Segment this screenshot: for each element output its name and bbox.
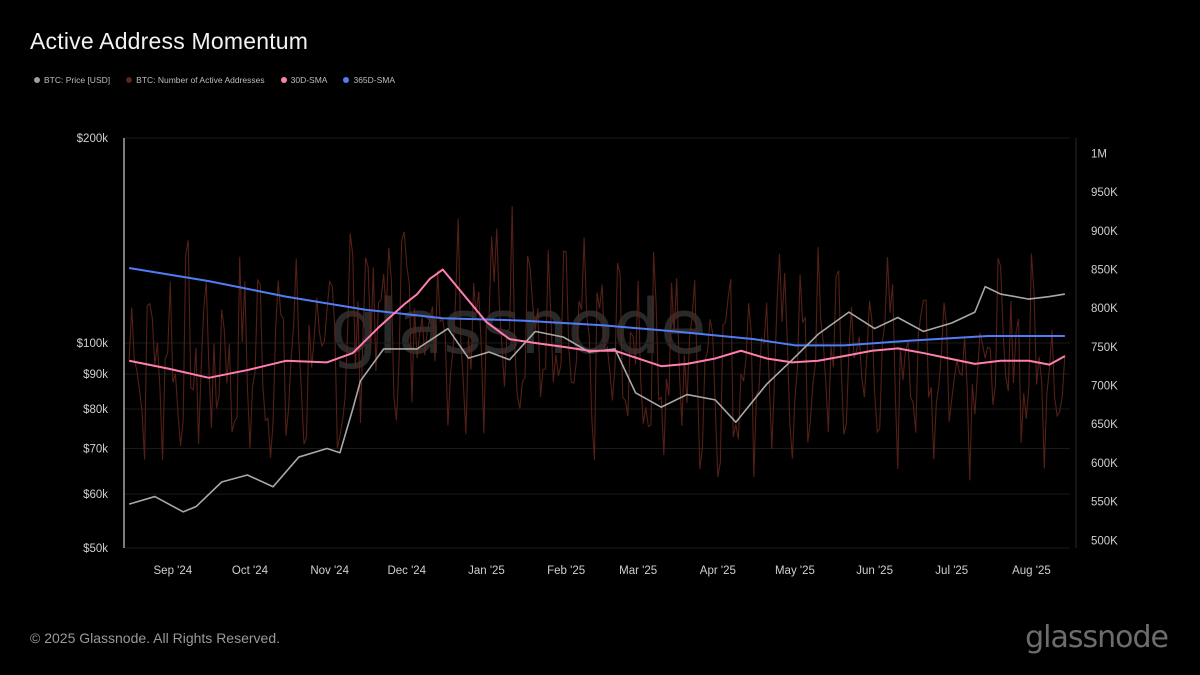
- legend-dot-price: [34, 77, 40, 83]
- left-tick-label: $200k: [77, 133, 109, 145]
- legend-dot-365d-sma: [343, 77, 350, 83]
- gridlines: [124, 137, 1070, 549]
- right-tick-label: 700K: [1091, 381, 1118, 393]
- x-tick-label: Nov '24: [310, 565, 349, 577]
- left-tick-label: $60k: [83, 489, 108, 501]
- left-tick-label: $50k: [83, 543, 108, 555]
- btc-price-line: [128, 285, 1065, 513]
- legend-dot-30d-sma: [280, 77, 287, 83]
- left-tick-label: $100k: [77, 338, 109, 350]
- plot-area: [128, 206, 1066, 513]
- right-tick-label: 1M: [1091, 148, 1107, 160]
- right-tick-label: 500K: [1091, 535, 1118, 547]
- legend: BTC: Price [USD] BTC: Number of Active A…: [34, 75, 395, 85]
- legend-item-price[interactable]: BTC: Price [USD]: [34, 75, 110, 85]
- left-tick-label: $70k: [83, 443, 108, 455]
- x-tick-label: Mar '25: [619, 565, 657, 577]
- x-tick-label: Jun '25: [856, 565, 893, 577]
- legend-label-30d-sma: 30D-SMA: [290, 75, 328, 85]
- glassnode-logo: glassnode: [1025, 620, 1169, 655]
- legend-label-365d-sma: 365D-SMA: [353, 75, 396, 85]
- legend-label-price: BTC: Price [USD]: [44, 75, 111, 85]
- x-tick-label: Feb '25: [547, 565, 585, 577]
- right-tick-label: 950K: [1091, 187, 1118, 199]
- left-tick-label: $80k: [83, 404, 108, 416]
- right-tick-label: 650K: [1091, 419, 1118, 431]
- x-tick-label: Dec '24: [387, 565, 426, 577]
- legend-item-30d-sma[interactable]: 30D-SMA: [280, 75, 328, 85]
- x-tick-label: Aug '25: [1012, 565, 1051, 577]
- right-tick-label: 600K: [1091, 458, 1118, 470]
- x-tick-label: Oct '24: [232, 565, 269, 577]
- active-addresses-line: [128, 206, 1066, 481]
- legend-label-active-addresses: BTC: Number of Active Addresses: [136, 75, 265, 85]
- x-tick-label: Jul '25: [935, 565, 968, 577]
- legend-item-365d-sma[interactable]: 365D-SMA: [343, 75, 395, 85]
- right-tick-label: 900K: [1091, 226, 1118, 238]
- x-tick-label: Sep '24: [154, 565, 193, 577]
- legend-dot-active-addresses: [126, 77, 133, 83]
- tick-labels: $200k $100k $90k $80k $70k $60k $50k 1M 950K 900K…: [77, 133, 1119, 577]
- chart-title: Active Address Momentum: [30, 28, 309, 54]
- right-tick-label: 800K: [1091, 303, 1118, 315]
- legend-item-active-addresses[interactable]: BTC: Number of Active Addresses: [126, 75, 265, 85]
- right-tick-label: 850K: [1091, 265, 1118, 277]
- x-tick-label: May '25: [775, 565, 815, 577]
- right-tick-label: 750K: [1091, 342, 1118, 354]
- 30d-sma-line: [128, 268, 1066, 379]
- right-tick-label: 550K: [1091, 497, 1118, 509]
- x-tick-label: Jan '25: [468, 565, 505, 577]
- axes: [123, 138, 1077, 548]
- 365d-sma-line: [128, 266, 1065, 347]
- copyright-text: © 2025 Glassnode. All Rights Reserved.: [30, 630, 281, 646]
- left-tick-label: $90k: [83, 369, 108, 381]
- x-tick-label: Apr '25: [700, 565, 736, 577]
